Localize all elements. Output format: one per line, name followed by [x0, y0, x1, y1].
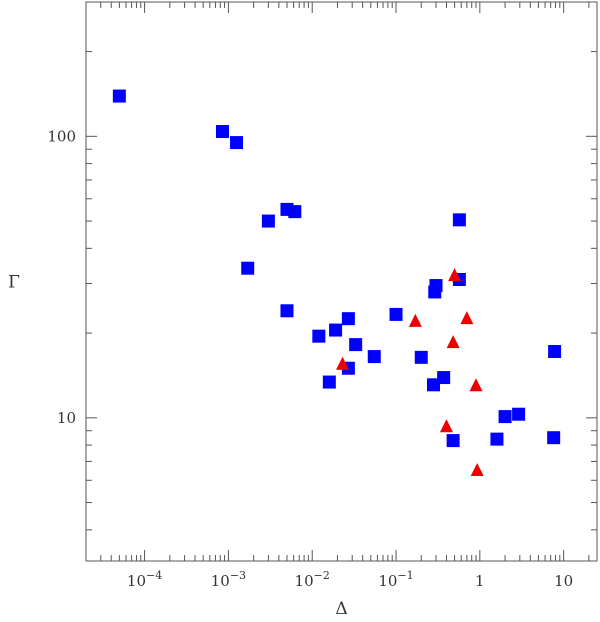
- triangle-point: [439, 419, 453, 433]
- square-point: [446, 434, 460, 448]
- square-point: [548, 345, 562, 359]
- square-point: [547, 431, 561, 445]
- triangle-point: [446, 335, 460, 349]
- data-points: [112, 89, 562, 476]
- x-tick-label: 10−2: [295, 569, 330, 590]
- x-tick-label: 10−3: [211, 569, 246, 590]
- square-point: [512, 407, 526, 421]
- square-point: [437, 371, 451, 385]
- x-axis-label: Δ: [335, 599, 347, 619]
- x-tick-label: 10: [554, 572, 573, 590]
- square-point: [329, 323, 343, 337]
- square-point: [452, 213, 466, 227]
- triangle-point: [448, 268, 462, 282]
- y-tick-label: 10: [57, 409, 76, 427]
- x-tick-labels: 10−4 10−3 10−2 10−1 1 10: [127, 569, 573, 590]
- axis-ticks: [85, 1, 597, 561]
- square-point: [230, 136, 244, 150]
- square-point: [414, 350, 428, 364]
- square-point: [498, 410, 512, 424]
- square-point: [241, 261, 255, 275]
- square-point: [261, 214, 275, 228]
- plot-border: [85, 1, 598, 562]
- triangle-point: [470, 462, 484, 476]
- x-tick-label: 10−1: [378, 569, 413, 590]
- square-point: [288, 205, 302, 219]
- triangle-point: [408, 313, 422, 327]
- y-tick-label: 100: [47, 127, 76, 145]
- square-point: [389, 307, 403, 321]
- square-point: [322, 375, 336, 389]
- square-point: [280, 304, 294, 318]
- y-axis-label: Γ: [8, 273, 20, 293]
- square-point: [341, 312, 355, 326]
- triangle-point: [336, 356, 350, 370]
- square-point: [112, 89, 126, 103]
- square-point: [490, 432, 504, 446]
- y-tick-labels: 10 100: [47, 127, 76, 427]
- square-point: [312, 329, 326, 343]
- triangle-point: [469, 378, 483, 392]
- x-tick-label: 10−4: [127, 569, 162, 590]
- x-tick-label: 1: [475, 572, 485, 590]
- square-point: [429, 279, 443, 293]
- square-point: [367, 350, 381, 364]
- square-point: [215, 125, 229, 139]
- triangle-point: [460, 311, 474, 325]
- plot-frame: [85, 1, 598, 562]
- square-point: [349, 338, 363, 352]
- square-point: [426, 378, 440, 392]
